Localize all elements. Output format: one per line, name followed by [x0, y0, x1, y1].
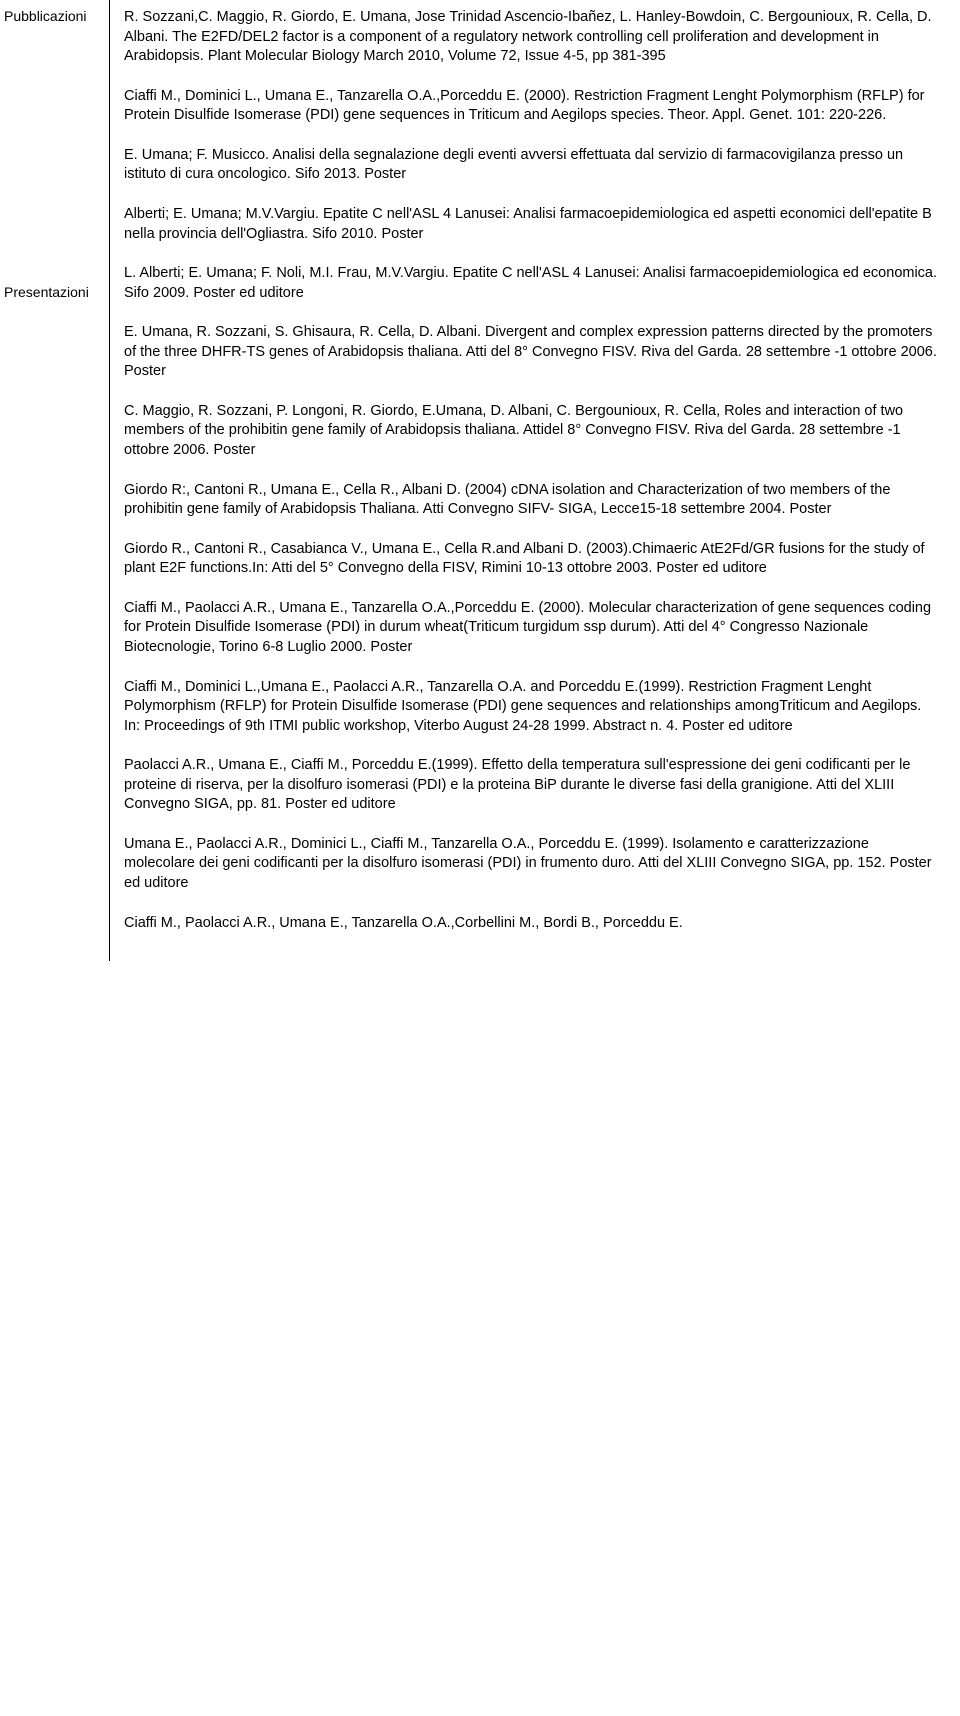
sidebar-column: Pubblicazioni Presentazioni	[0, 0, 110, 961]
presentation-entry: Ciaffi M., Paolacci A.R., Umana E., Tanz…	[124, 599, 940, 658]
presentation-entry: L. Alberti; E. Umana; F. Noli, M.I. Frau…	[124, 264, 940, 303]
presentation-entry: Giordo R., Cantoni R., Casabianca V., Um…	[124, 540, 940, 579]
presentation-entry: Paolacci A.R., Umana E., Ciaffi M., Porc…	[124, 756, 940, 815]
presentation-entry: Ciaffi M., Paolacci A.R., Umana E., Tanz…	[124, 914, 940, 934]
publication-entry: R. Sozzani,C. Maggio, R. Giordo, E. Uman…	[124, 8, 940, 67]
presentation-entry: Giordo R:, Cantoni R., Umana E., Cella R…	[124, 481, 940, 520]
publication-entry: Ciaffi M., Dominici L., Umana E., Tanzar…	[124, 87, 940, 126]
content-column: R. Sozzani,C. Maggio, R. Giordo, E. Uman…	[110, 0, 960, 961]
presentation-entry: E. Umana; F. Musicco. Analisi della segn…	[124, 146, 940, 185]
presentation-entry: Ciaffi M., Dominici L.,Umana E., Paolacc…	[124, 678, 940, 737]
presentation-entry: C. Maggio, R. Sozzani, P. Longoni, R. Gi…	[124, 402, 940, 461]
presentation-entry: Alberti; E. Umana; M.V.Vargiu. Epatite C…	[124, 205, 940, 244]
sidebar-label-presentazioni: Presentazioni	[4, 284, 99, 300]
document-page: Pubblicazioni Presentazioni R. Sozzani,C…	[0, 0, 960, 961]
sidebar-label-pubblicazioni: Pubblicazioni	[4, 8, 99, 24]
presentation-entry: Umana E., Paolacci A.R., Dominici L., Ci…	[124, 835, 940, 894]
presentation-entry: E. Umana, R. Sozzani, S. Ghisaura, R. Ce…	[124, 323, 940, 382]
